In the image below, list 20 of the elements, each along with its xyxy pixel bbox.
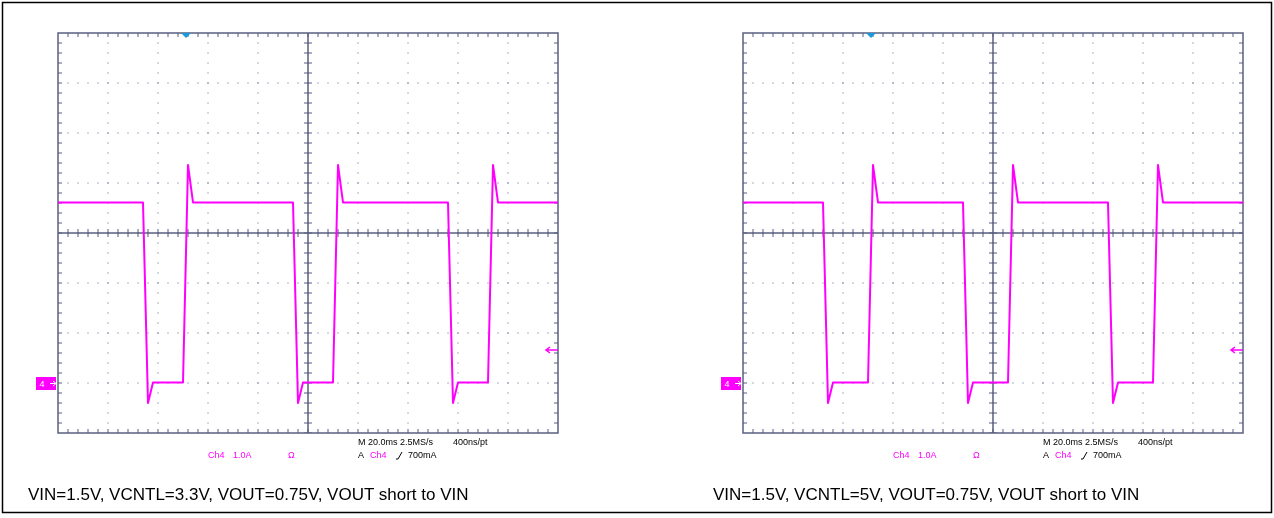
text: Ch4 bbox=[1055, 450, 1072, 460]
text: VIN=1.5V, VCNTL=3.3V, VOUT=0.75V, VOUT short to VIN bbox=[28, 485, 469, 504]
text: 700mA bbox=[408, 450, 437, 460]
text: Ω bbox=[288, 450, 295, 460]
text: Ch4 bbox=[893, 450, 910, 460]
text: 4 bbox=[724, 379, 730, 389]
text: 1.0A bbox=[918, 450, 937, 460]
text: Ch4 bbox=[370, 450, 387, 460]
text: M 20.0ms 2.5MS/s bbox=[358, 437, 434, 447]
text: 1.0A bbox=[233, 450, 252, 460]
text: A bbox=[1043, 450, 1050, 460]
text: 700mA bbox=[1093, 450, 1122, 460]
text: Ω bbox=[973, 450, 980, 460]
text: 400ns/pt bbox=[453, 437, 489, 447]
text: 400ns/pt bbox=[1138, 437, 1174, 447]
text: Ch4 bbox=[208, 450, 225, 460]
text: M 20.0ms 2.5MS/s bbox=[1043, 437, 1119, 447]
text: VIN=1.5V, VCNTL=5V, VOUT=0.75V, VOUT short to VIN bbox=[713, 485, 1140, 504]
text: 4 bbox=[39, 379, 45, 389]
text: A bbox=[358, 450, 365, 460]
